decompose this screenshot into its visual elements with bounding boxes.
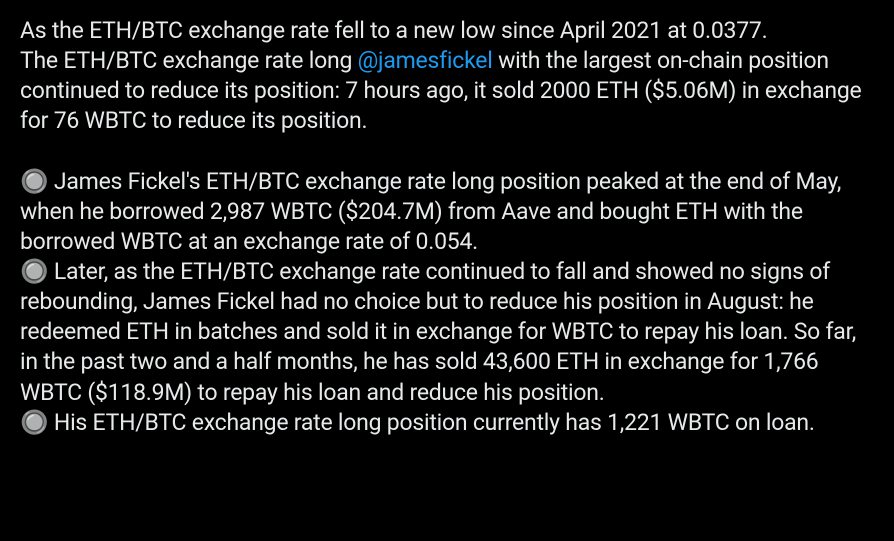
paragraph-1: As the ETH/BTC exchange rate fell to a n… <box>20 17 767 44</box>
bullet-3: His ETH/BTC exchange rate long position … <box>48 409 814 436</box>
bullet-icon: 🔘 <box>20 409 48 436</box>
bullet-1: James Fickel's ETH/BTC exchange rate lon… <box>20 168 841 255</box>
bullet-icon: 🔘 <box>20 168 48 195</box>
paragraph-2-before: The ETH/BTC exchange rate long <box>20 47 358 74</box>
mention-link[interactable]: @jamesfickel <box>358 47 493 74</box>
bullet-2: Later, as the ETH/BTC exchange rate cont… <box>20 258 856 406</box>
tweet-body: As the ETH/BTC exchange rate fell to a n… <box>20 16 874 438</box>
bullet-icon: 🔘 <box>20 258 48 285</box>
blank-line <box>20 137 874 167</box>
